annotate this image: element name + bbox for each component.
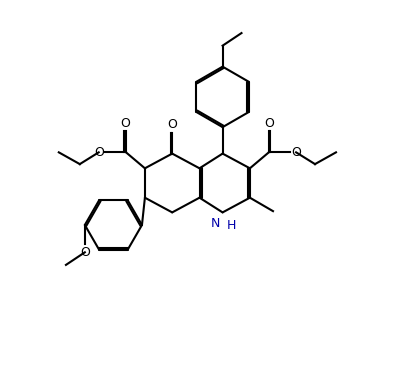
Text: O: O (265, 116, 275, 130)
Text: O: O (291, 146, 301, 159)
Text: O: O (167, 118, 177, 130)
Text: H: H (227, 219, 236, 232)
Text: O: O (80, 246, 90, 259)
Text: N: N (211, 217, 220, 229)
Text: O: O (94, 146, 104, 159)
Text: O: O (120, 116, 130, 130)
